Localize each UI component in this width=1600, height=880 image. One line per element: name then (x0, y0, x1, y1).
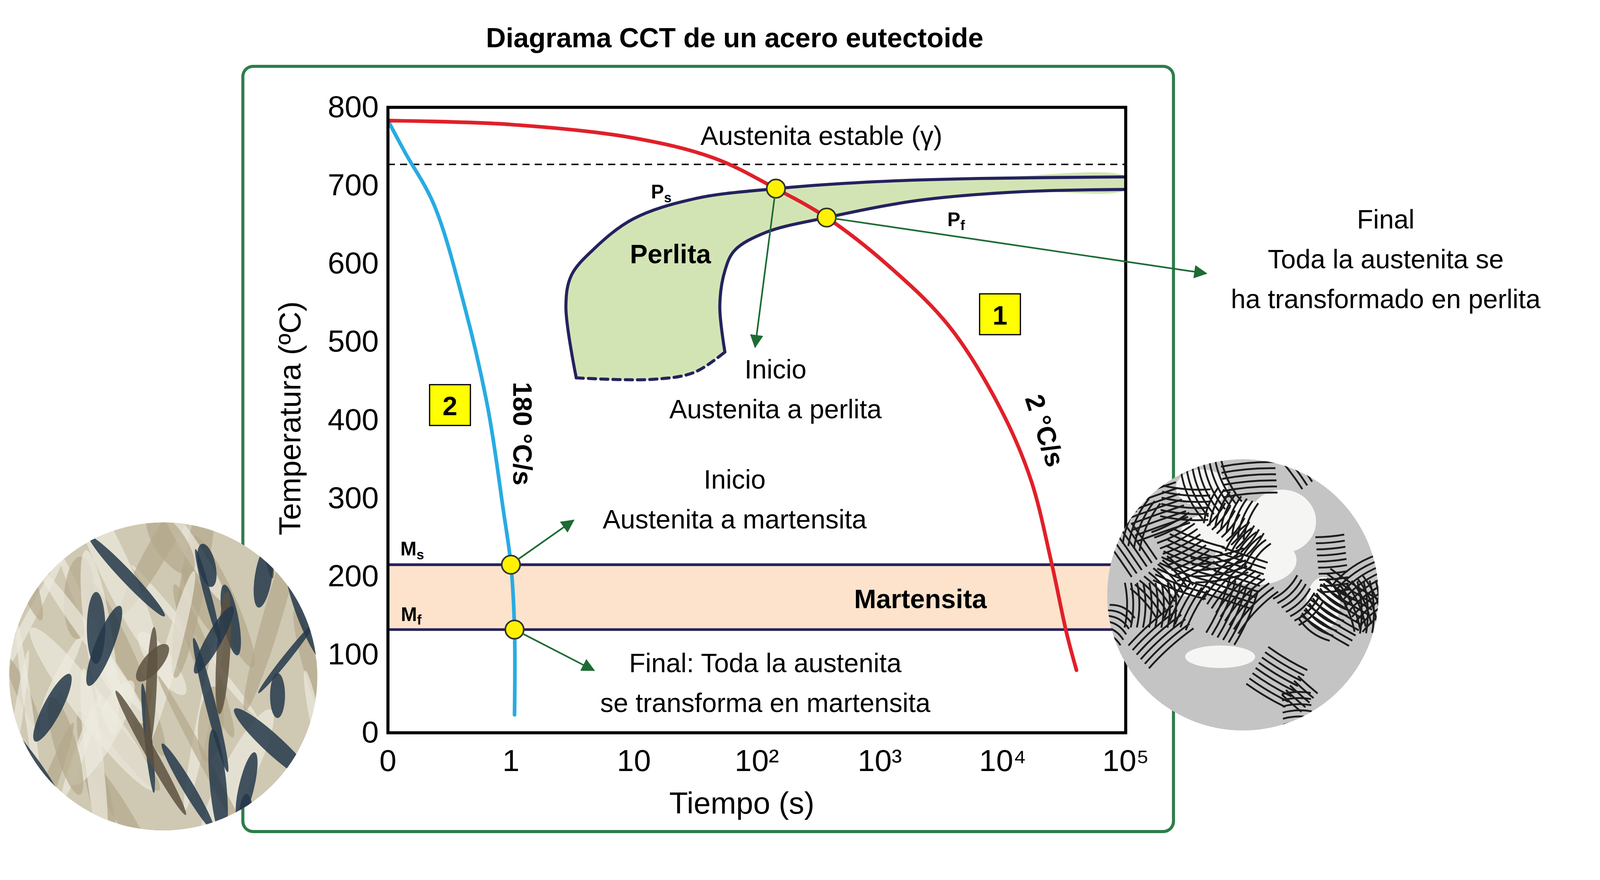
svg-text:1: 1 (502, 743, 520, 778)
svg-text:500: 500 (327, 323, 379, 359)
svg-text:Ps: Ps (651, 180, 672, 206)
svg-text:Inicio: Inicio (744, 354, 807, 384)
svg-text:700: 700 (327, 167, 379, 202)
svg-text:Perlita: Perlita (629, 239, 712, 269)
svg-text:10³: 10³ (857, 743, 902, 778)
svg-text:Pf: Pf (947, 208, 965, 233)
svg-text:2 °C/s: 2 °C/s (1019, 391, 1071, 471)
svg-text:Tiempo (s): Tiempo (s) (669, 785, 815, 821)
svg-text:Temperatura (ºC): Temperatura (ºC) (272, 301, 308, 536)
svg-text:100: 100 (327, 636, 379, 672)
svg-text:ha transformado en perlita: ha transformado en perlita (1230, 284, 1541, 314)
svg-text:se transforma en martensita: se transforma en martensita (600, 688, 931, 718)
svg-text:10⁵: 10⁵ (1102, 743, 1150, 778)
svg-text:2: 2 (442, 391, 458, 421)
svg-text:Final: Final (1357, 204, 1415, 234)
svg-text:Toda la austenita se: Toda la austenita se (1267, 244, 1504, 274)
svg-text:200: 200 (327, 558, 379, 593)
svg-text:10²: 10² (734, 743, 779, 778)
svg-text:Martensita: Martensita (853, 584, 988, 614)
svg-text:600: 600 (327, 245, 379, 281)
svg-text:Mf: Mf (400, 603, 422, 628)
svg-text:0: 0 (361, 714, 379, 750)
svg-text:800: 800 (327, 89, 379, 124)
svg-text:Austenita estable (γ): Austenita estable (γ) (700, 121, 943, 151)
svg-text:Final: Toda la austenita: Final: Toda la austenita (629, 648, 902, 678)
svg-text:Inicio: Inicio (703, 464, 767, 495)
svg-text:Diagrama CCT de un acero eutec: Diagrama CCT de un acero eutectoide (485, 22, 984, 54)
svg-text:10: 10 (616, 743, 651, 778)
svg-text:1: 1 (992, 300, 1008, 331)
svg-text:10⁴: 10⁴ (979, 743, 1027, 778)
svg-text:Ms: Ms (400, 537, 425, 563)
svg-text:300: 300 (327, 480, 379, 515)
svg-text:0: 0 (379, 743, 397, 778)
svg-text:Austenita a perlita: Austenita a perlita (669, 394, 883, 424)
svg-text:Austenita a martensita: Austenita a martensita (602, 504, 867, 534)
svg-text:180 °C/s: 180 °C/s (507, 382, 538, 486)
svg-text:400: 400 (327, 402, 379, 437)
